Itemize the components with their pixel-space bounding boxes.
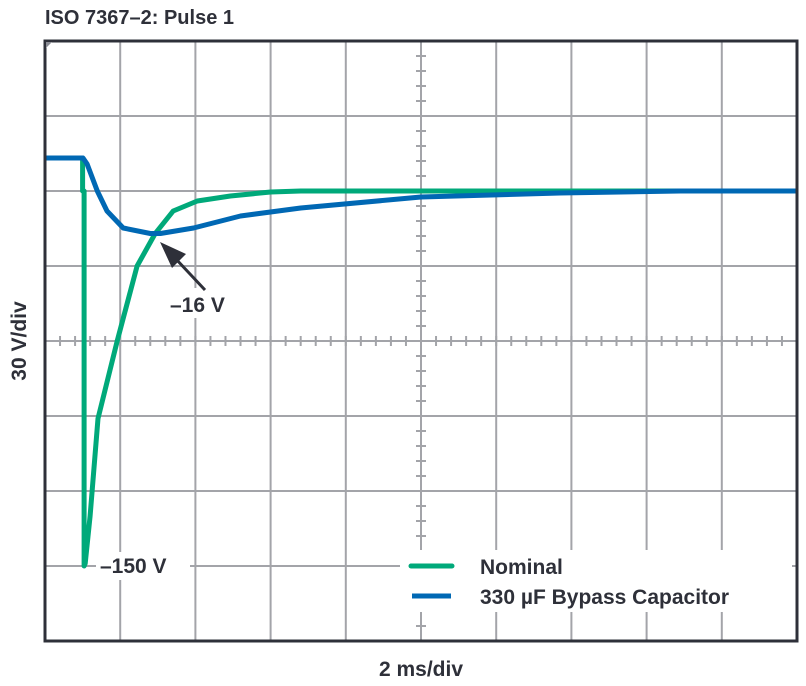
series-line-bypass-capacitor: [45, 155, 797, 236]
annotation-16v-bg: [163, 288, 243, 318]
x-axis-label: 2 ms/div: [379, 658, 463, 681]
annotation-minus-16v: –16 V: [170, 294, 225, 317]
annotation-minus-150v: –150 V: [100, 555, 167, 578]
legend-label-nominal: Nominal: [480, 556, 563, 579]
series-line-nominal: [45, 155, 797, 569]
annotations: –16 V –150 V: [96, 242, 243, 580]
corner-marker: [46, 42, 52, 48]
annotation-150v-bg: [96, 552, 190, 580]
annotation-arrow-head: [160, 242, 186, 268]
legend-label-bypass: 330 µF Bypass Capacitor: [480, 586, 729, 609]
legend-bg: [400, 550, 792, 612]
legend: Nominal 330 µF Bypass Capacitor: [400, 550, 792, 612]
chart-title: ISO 7367–2: Pulse 1: [45, 7, 234, 29]
annotation-arrow-shaft: [173, 256, 207, 292]
plot-frame: [43, 39, 799, 643]
series-group: [45, 155, 797, 569]
y-axis-label: 30 V/div: [8, 301, 31, 381]
